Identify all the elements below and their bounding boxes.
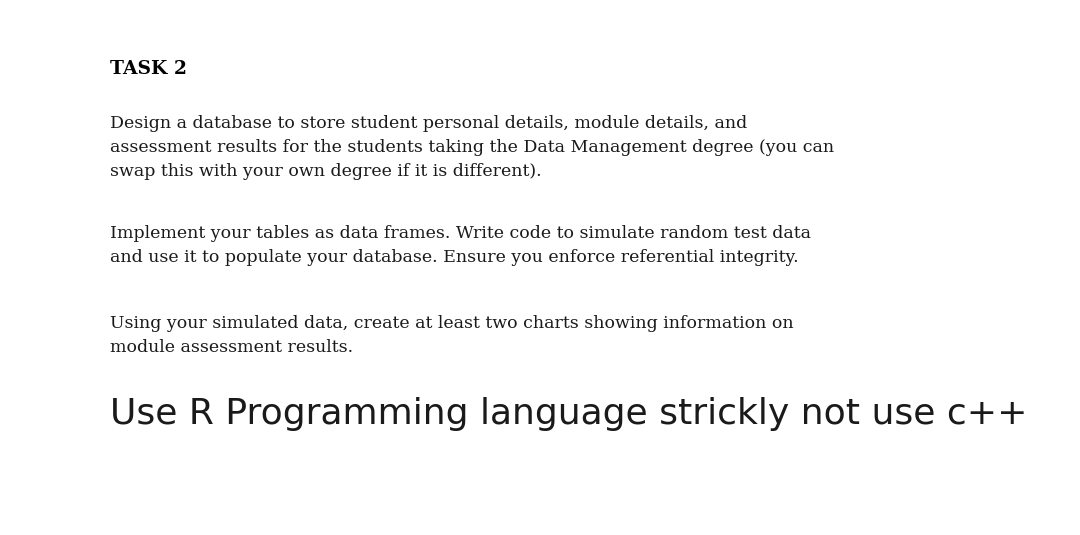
Text: Implement your tables as data frames. Write code to simulate random test data
an: Implement your tables as data frames. Wr… xyxy=(110,225,811,266)
Text: TASK 2: TASK 2 xyxy=(110,60,187,78)
Text: Using your simulated data, create at least two charts showing information on
mod: Using your simulated data, create at lea… xyxy=(110,315,794,356)
Text: Design a database to store student personal details, module details, and
assessm: Design a database to store student perso… xyxy=(110,115,834,180)
Text: Use R Programming language strickly not use c++: Use R Programming language strickly not … xyxy=(110,397,1027,431)
